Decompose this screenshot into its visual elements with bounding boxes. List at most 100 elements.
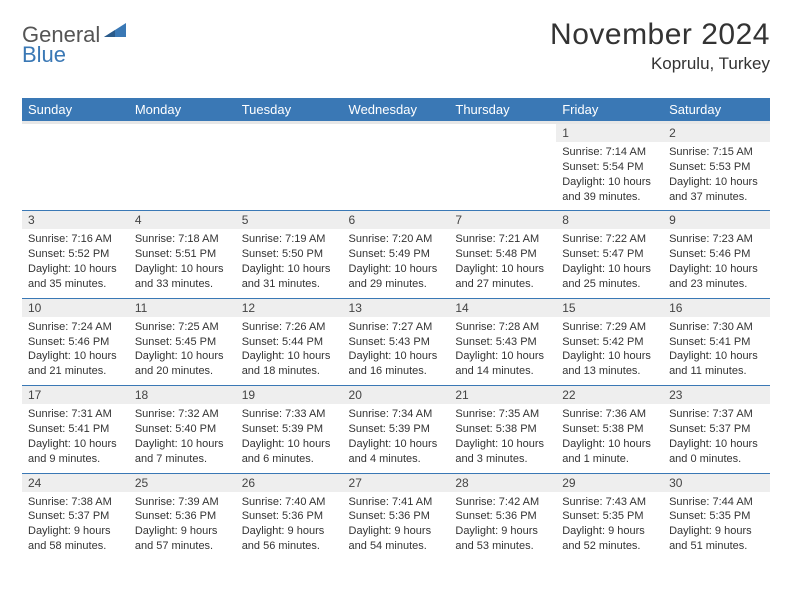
sunset-text: Sunset: 5:47 PM [562,247,657,262]
day-number-cell: 25 [129,473,236,492]
sunset-text: Sunset: 5:36 PM [455,509,550,524]
day-number-cell: 20 [343,386,450,405]
daylight-text-2: and 21 minutes. [28,364,123,379]
day-data-cell: Sunrise: 7:25 AMSunset: 5:45 PMDaylight:… [129,317,236,386]
daylight-text-2: and 52 minutes. [562,539,657,554]
day-data-cell: Sunrise: 7:23 AMSunset: 5:46 PMDaylight:… [663,229,770,298]
day-number-cell: 11 [129,298,236,317]
day-data-cell [22,142,129,211]
day-number-cell: 1 [556,123,663,143]
sunrise-text: Sunrise: 7:40 AM [242,495,337,510]
sunrise-text: Sunrise: 7:15 AM [669,145,764,160]
weekday-header: Thursday [449,98,556,123]
day-number-cell: 3 [22,211,129,230]
day-data-cell: Sunrise: 7:34 AMSunset: 5:39 PMDaylight:… [343,404,450,473]
sunrise-text: Sunrise: 7:14 AM [562,145,657,160]
sunset-text: Sunset: 5:52 PM [28,247,123,262]
sunset-text: Sunset: 5:39 PM [242,422,337,437]
daylight-text-1: Daylight: 10 hours [135,349,230,364]
daylight-text-2: and 31 minutes. [242,277,337,292]
sunset-text: Sunset: 5:45 PM [135,335,230,350]
weekday-header-row: Sunday Monday Tuesday Wednesday Thursday… [22,98,770,123]
sunset-text: Sunset: 5:50 PM [242,247,337,262]
day-number-cell [22,123,129,143]
sunset-text: Sunset: 5:53 PM [669,160,764,175]
sunset-text: Sunset: 5:43 PM [349,335,444,350]
sunset-text: Sunset: 5:38 PM [562,422,657,437]
sunrise-text: Sunrise: 7:42 AM [455,495,550,510]
daylight-text-2: and 54 minutes. [349,539,444,554]
day-data-cell: Sunrise: 7:28 AMSunset: 5:43 PMDaylight:… [449,317,556,386]
daylight-text-1: Daylight: 10 hours [242,437,337,452]
daylight-text-1: Daylight: 10 hours [349,262,444,277]
sunrise-text: Sunrise: 7:38 AM [28,495,123,510]
day-number-cell: 15 [556,298,663,317]
sunset-text: Sunset: 5:43 PM [455,335,550,350]
daylight-text-2: and 57 minutes. [135,539,230,554]
daylight-text-2: and 1 minute. [562,452,657,467]
daylight-text-2: and 16 minutes. [349,364,444,379]
weekday-header: Friday [556,98,663,123]
daylight-text-1: Daylight: 9 hours [669,524,764,539]
daylight-text-1: Daylight: 10 hours [669,349,764,364]
day-number-cell: 8 [556,211,663,230]
sunset-text: Sunset: 5:42 PM [562,335,657,350]
daylight-text-2: and 33 minutes. [135,277,230,292]
day-data-cell: Sunrise: 7:30 AMSunset: 5:41 PMDaylight:… [663,317,770,386]
day-number-cell: 24 [22,473,129,492]
day-data-row: Sunrise: 7:31 AMSunset: 5:41 PMDaylight:… [22,404,770,473]
calendar-page: General November 2024 Koprulu, Turkey Bl… [0,0,792,560]
daylight-text-2: and 29 minutes. [349,277,444,292]
day-data-cell: Sunrise: 7:37 AMSunset: 5:37 PMDaylight:… [663,404,770,473]
sunrise-text: Sunrise: 7:43 AM [562,495,657,510]
day-number-cell: 6 [343,211,450,230]
day-data-cell [343,142,450,211]
day-data-cell [449,142,556,211]
daylight-text-1: Daylight: 10 hours [455,349,550,364]
daylight-text-2: and 3 minutes. [455,452,550,467]
daylight-text-1: Daylight: 10 hours [28,262,123,277]
sunrise-text: Sunrise: 7:30 AM [669,320,764,335]
sunrise-text: Sunrise: 7:35 AM [455,407,550,422]
sunrise-text: Sunrise: 7:29 AM [562,320,657,335]
sunset-text: Sunset: 5:38 PM [455,422,550,437]
daylight-text-2: and 13 minutes. [562,364,657,379]
day-number-row: 24252627282930 [22,473,770,492]
day-data-cell: Sunrise: 7:29 AMSunset: 5:42 PMDaylight:… [556,317,663,386]
sunrise-text: Sunrise: 7:21 AM [455,232,550,247]
header: General November 2024 Koprulu, Turkey [22,18,770,74]
sunset-text: Sunset: 5:36 PM [135,509,230,524]
weekday-header: Monday [129,98,236,123]
sunset-text: Sunset: 5:37 PM [28,509,123,524]
daylight-text-2: and 37 minutes. [669,190,764,205]
day-data-cell: Sunrise: 7:33 AMSunset: 5:39 PMDaylight:… [236,404,343,473]
sunrise-text: Sunrise: 7:31 AM [28,407,123,422]
daylight-text-1: Daylight: 10 hours [28,349,123,364]
day-data-cell: Sunrise: 7:32 AMSunset: 5:40 PMDaylight:… [129,404,236,473]
daylight-text-1: Daylight: 10 hours [135,437,230,452]
day-data-cell: Sunrise: 7:20 AMSunset: 5:49 PMDaylight:… [343,229,450,298]
sunset-text: Sunset: 5:41 PM [669,335,764,350]
daylight-text-1: Daylight: 10 hours [562,437,657,452]
sunset-text: Sunset: 5:51 PM [135,247,230,262]
sunrise-text: Sunrise: 7:25 AM [135,320,230,335]
daylight-text-1: Daylight: 10 hours [669,175,764,190]
day-data-cell: Sunrise: 7:27 AMSunset: 5:43 PMDaylight:… [343,317,450,386]
daylight-text-1: Daylight: 10 hours [28,437,123,452]
day-data-cell: Sunrise: 7:31 AMSunset: 5:41 PMDaylight:… [22,404,129,473]
daylight-text-2: and 39 minutes. [562,190,657,205]
daylight-text-2: and 51 minutes. [669,539,764,554]
day-data-cell: Sunrise: 7:44 AMSunset: 5:35 PMDaylight:… [663,492,770,560]
day-number-cell: 10 [22,298,129,317]
sunset-text: Sunset: 5:40 PM [135,422,230,437]
daylight-text-1: Daylight: 9 hours [455,524,550,539]
day-data-cell: Sunrise: 7:38 AMSunset: 5:37 PMDaylight:… [22,492,129,560]
sunset-text: Sunset: 5:35 PM [669,509,764,524]
sunset-text: Sunset: 5:36 PM [349,509,444,524]
brand-word-2: Blue [22,42,66,67]
day-number-cell: 13 [343,298,450,317]
daylight-text-2: and 11 minutes. [669,364,764,379]
sunset-text: Sunset: 5:46 PM [669,247,764,262]
sunrise-text: Sunrise: 7:36 AM [562,407,657,422]
day-number-cell: 23 [663,386,770,405]
